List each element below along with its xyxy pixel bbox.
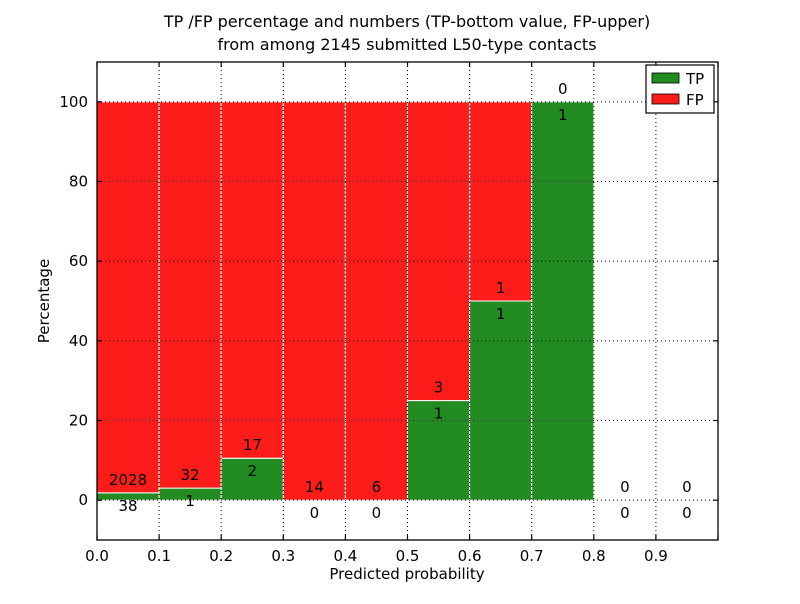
legend-label-tp: TP: [685, 70, 704, 88]
legend-label-fp: FP: [686, 91, 704, 109]
xtick-label-0: 0.0: [85, 547, 109, 565]
tickmarks-layer: [96, 62, 719, 540]
bars-layer: [96, 101, 595, 501]
bar-fp-0: [96, 101, 160, 494]
tp-count-label-8: 0: [620, 504, 630, 522]
xtick-label-6: 0.6: [458, 547, 482, 565]
tp-count-label-0: 38: [119, 497, 138, 515]
ytick-label-40: 40: [69, 332, 88, 350]
bar-fp-6: [469, 101, 533, 302]
bar-tp-5: [407, 400, 471, 501]
fp-count-label-8: 0: [620, 478, 630, 496]
xtick-label-2: 0.2: [209, 547, 233, 565]
tp-count-label-1: 1: [185, 492, 195, 510]
bar-fp-1: [158, 101, 222, 489]
xtick-label-5: 0.5: [396, 547, 420, 565]
tp-count-label-6: 1: [496, 305, 506, 323]
fp-count-label-0: 2028: [109, 471, 147, 489]
ytick-label-60: 60: [69, 252, 88, 270]
bar-fp-3: [282, 101, 346, 501]
chart-title-line1: TP /FP percentage and numbers (TP-bottom…: [163, 12, 650, 31]
tp-count-label-4: 0: [372, 504, 382, 522]
fp-count-label-3: 14: [305, 478, 324, 496]
ytick-label-20: 20: [69, 412, 88, 430]
fp-count-label-6: 1: [496, 279, 506, 297]
fp-count-label-5: 3: [434, 379, 444, 397]
fp-count-label-2: 17: [243, 436, 262, 454]
xtick-label-8: 0.8: [582, 547, 606, 565]
xtick-label-9: 0.9: [644, 547, 668, 565]
ytick-label-80: 80: [69, 173, 88, 191]
legend-swatch-tp: [651, 72, 680, 84]
tp-count-label-9: 0: [682, 504, 692, 522]
bar-tp-6: [469, 300, 533, 501]
annotations-layer: 2028 38 32 1 17 2 14 0 6 0 3 1 1 1 0 1 0 0 0 0: [109, 80, 692, 522]
ticklabels-layer: 0.0 0.1 0.2 0.3 0.4 0.5 0.6 0.7 0.8 0.90204060801…: [59, 93, 667, 565]
fp-count-label-9: 0: [682, 478, 692, 496]
legend: TP FP: [645, 64, 715, 114]
legend-swatch-fp: [651, 93, 680, 105]
tp-count-label-3: 0: [310, 504, 320, 522]
fp-count-label-1: 32: [181, 466, 200, 484]
ytick-label-100: 100: [59, 93, 88, 111]
chart-title-line2: from among 2145 submitted L50-type conta…: [217, 35, 596, 54]
bar-fp-2: [220, 101, 284, 459]
xtick-label-1: 0.1: [147, 547, 171, 565]
xtick-label-7: 0.7: [520, 547, 544, 565]
ytick-label-0: 0: [78, 491, 88, 509]
x-axis-label: Predicted probability: [329, 565, 484, 583]
xtick-label-4: 0.4: [333, 547, 357, 565]
tp-count-label-2: 2: [247, 462, 257, 480]
y-axis-label: Percentage: [35, 259, 53, 343]
fp-count-label-4: 6: [372, 478, 382, 496]
xtick-label-3: 0.3: [271, 547, 295, 565]
tp-count-label-5: 1: [434, 405, 444, 423]
tp-count-label-7: 1: [558, 106, 568, 124]
bar-fp-5: [407, 101, 471, 402]
bar-fp-4: [344, 101, 408, 501]
fp-count-label-7: 0: [558, 80, 568, 98]
bar-tp-7: [531, 101, 595, 501]
